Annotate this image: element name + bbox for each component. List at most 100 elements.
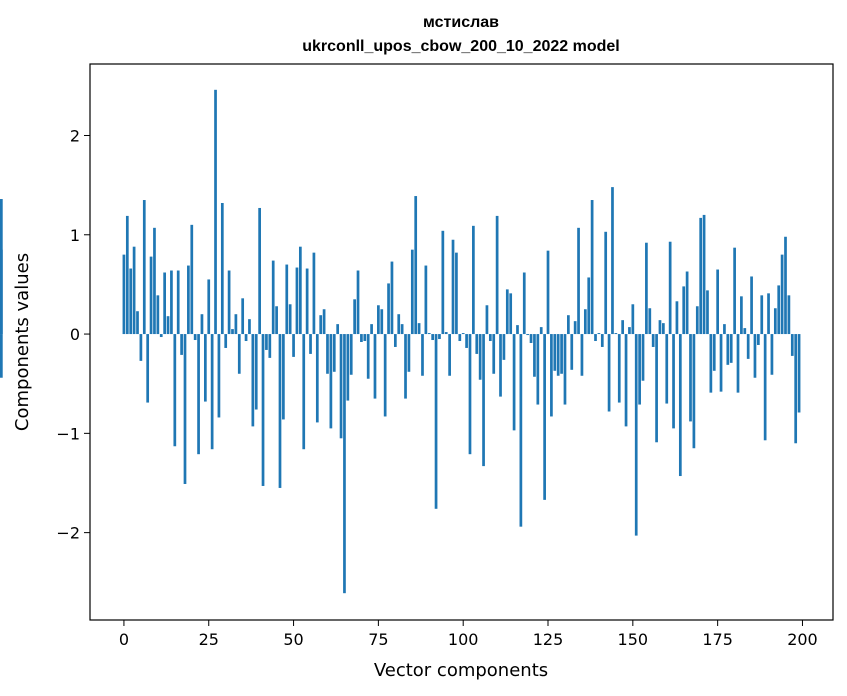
bar [539, 327, 543, 335]
bar [210, 334, 214, 450]
bar [567, 315, 570, 335]
bar [689, 334, 692, 422]
bar [220, 203, 224, 335]
bar [597, 333, 601, 335]
bar [173, 334, 177, 447]
bar [183, 334, 187, 484]
bar [495, 215, 499, 335]
bar [153, 227, 156, 335]
bar [434, 334, 438, 509]
bar [339, 334, 343, 439]
bar [214, 89, 217, 335]
bar [645, 242, 648, 335]
bar [750, 276, 753, 335]
bar [702, 214, 706, 335]
x-tick-label: 25 [199, 630, 219, 649]
bar [763, 334, 767, 441]
bar [326, 334, 329, 374]
bar [712, 334, 716, 371]
bar [563, 334, 567, 405]
bar [271, 260, 275, 335]
bar [224, 334, 228, 348]
bar [570, 334, 574, 370]
bar [509, 293, 513, 335]
bar [740, 296, 743, 335]
bar [573, 321, 577, 335]
bar [662, 323, 665, 335]
y-tick-label: 1 [70, 226, 80, 245]
bar [125, 215, 129, 335]
bar [736, 334, 740, 393]
bar [546, 250, 550, 335]
bar [377, 305, 380, 335]
bar [180, 334, 183, 355]
bar [706, 290, 709, 335]
plot-frame [89, 63, 834, 621]
bar [784, 236, 787, 335]
y-axis-label: Components values [12, 253, 33, 431]
bar [380, 309, 384, 335]
bar [282, 334, 285, 420]
bar [305, 268, 309, 335]
bar [492, 334, 496, 374]
bar [465, 334, 468, 348]
bar [438, 334, 441, 340]
bar [505, 289, 509, 335]
x-tick-label: 200 [787, 630, 818, 649]
bar [0, 199, 3, 335]
bar [142, 200, 146, 335]
bar [187, 265, 190, 335]
bar [787, 295, 791, 335]
bar [217, 334, 221, 418]
bar [170, 270, 173, 335]
x-tick-label: 50 [283, 630, 303, 649]
bar [285, 264, 289, 335]
bar [370, 324, 373, 335]
bar [414, 196, 418, 335]
bar [794, 334, 798, 444]
bar [668, 241, 672, 335]
bar [237, 334, 241, 374]
bar [360, 334, 363, 342]
bar [146, 334, 150, 403]
bar [641, 334, 645, 381]
bar [136, 311, 139, 335]
bar [319, 315, 323, 335]
bar [733, 247, 736, 335]
bar [590, 200, 594, 335]
bar [729, 334, 733, 363]
bar [516, 325, 519, 335]
bar [695, 306, 699, 335]
bar [407, 334, 411, 372]
bar [512, 334, 516, 431]
bar [519, 334, 523, 527]
bar [227, 270, 231, 335]
bar [790, 334, 794, 356]
bar [617, 334, 621, 403]
bar [421, 334, 424, 376]
bar [193, 334, 197, 341]
bar [767, 293, 770, 335]
x-tick-label: 100 [448, 630, 479, 649]
bar [346, 334, 350, 401]
y-tick-label: 2 [70, 126, 80, 145]
bar [363, 334, 367, 342]
bar [499, 334, 502, 397]
bar [594, 334, 597, 342]
bar [129, 268, 133, 335]
bar [122, 254, 126, 335]
chart-subtitle: ukrconll_upos_cbow_200_10_2022 model [302, 38, 619, 55]
bar [166, 316, 170, 335]
y-tick-label: −2 [56, 524, 80, 543]
bar [607, 334, 611, 412]
bar [149, 256, 153, 335]
bar [461, 333, 465, 335]
bar [251, 334, 255, 427]
x-tick-label: 175 [702, 630, 733, 649]
bar [611, 187, 614, 335]
bar [424, 265, 428, 335]
bar [302, 334, 306, 450]
bar [746, 334, 750, 359]
bar [275, 306, 278, 335]
bar [638, 334, 641, 405]
